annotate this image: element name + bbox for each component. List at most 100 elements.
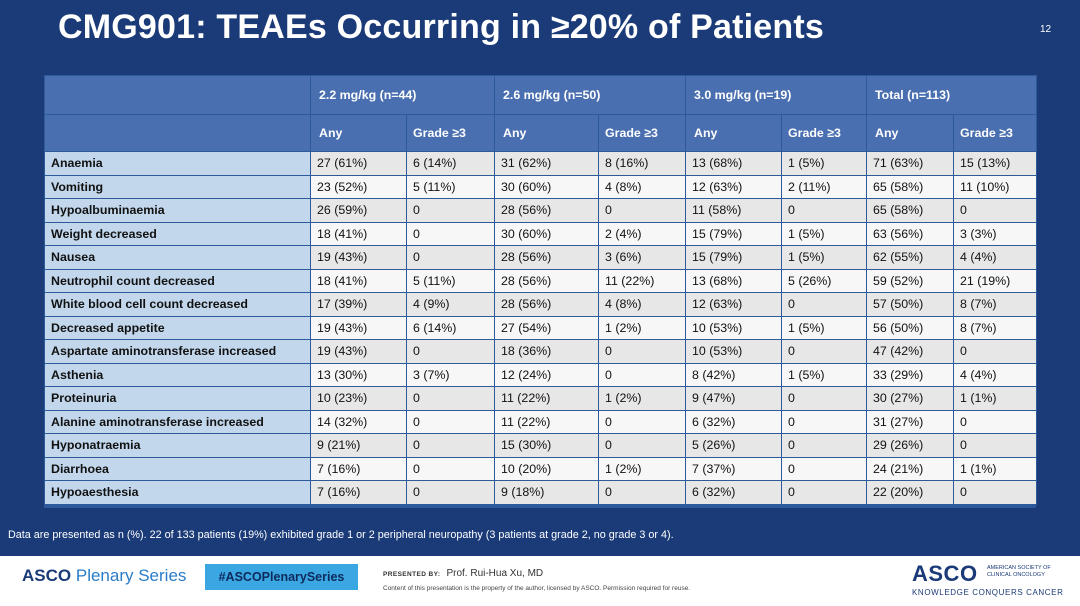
table-cell: 23 (52%) [310,174,407,199]
table-cell: 11 (22%) [494,386,599,411]
table-cell: 22 (20%) [866,480,954,505]
table-cell: 0 [406,386,495,411]
table-cell: 7 (37%) [685,456,782,481]
header-corner [44,75,311,115]
table-cell: 10 (20%) [494,456,599,481]
table-cell: 1 (5%) [781,151,867,176]
table-row: Weight decreased 18 (41%) 0 30 (60%) 2 (4%) 1… [44,221,1038,246]
table-cell: 15 (30%) [494,433,599,458]
table-cell: 11 (22%) [494,409,599,434]
row-label: Decreased appetite [44,315,311,340]
table-cell: 11 (22%) [598,268,686,293]
table-cell: 1 (1%) [952,456,1038,481]
asco-plenary-series-logo: ASCO Plenary Series [22,566,186,586]
row-label: Aspartate aminotransferase increased [44,339,311,364]
row-label: Vomiting [44,174,311,199]
table-cell: 0 [781,339,867,364]
table-cell: 7 (16%) [310,456,407,481]
subheader-any: Any [685,114,782,152]
table-cell: 31 (62%) [494,151,599,176]
group-header-3-0: 3.0 mg/kg (n=19) [685,75,867,115]
table-cell: 6 (14%) [406,151,495,176]
table-cell: 14 (32%) [310,409,407,434]
table-cell: 0 [781,292,867,317]
presented-by: PRESENTED BY: Prof. Rui-Hua Xu, MD [383,568,543,579]
table-cell: 26 (59%) [310,198,407,223]
table-row: Hyponatraemia 9 (21%) 0 15 (30%) 0 5 (26%) 0 29… [44,433,1038,458]
table-cell: 11 (10%) [952,174,1038,199]
table-cell: 2 (11%) [781,174,867,199]
table-cell: 5 (26%) [781,268,867,293]
row-label: Neutrophil count decreased [44,268,311,293]
table-cell: 0 [406,339,495,364]
table-cell: 59 (52%) [866,268,954,293]
group-header-total: Total (n=113) [865,75,1038,115]
table-cell: 56 (50%) [866,315,954,340]
plenary-logo-rest: Plenary Series [75,566,187,585]
row-label: White blood cell count decreased [44,292,311,317]
table-cell: 4 (8%) [598,292,686,317]
table-cell: 28 (56%) [494,198,599,223]
footer-bar: ASCO Plenary Series #ASCOPlenarySeries P… [0,556,1080,606]
table-cell: 0 [952,433,1038,458]
table-cell: 15 (79%) [685,245,782,270]
table-cell: 10 (53%) [685,339,782,364]
table-cell: 8 (42%) [685,362,782,387]
table-cell: 0 [598,433,686,458]
table-cell: 63 (56%) [866,221,954,246]
table-cell: 5 (11%) [406,268,495,293]
table-cell: 0 [598,409,686,434]
table-row: Hypoalbuminaemia 26 (59%) 0 28 (56%) 0 11 (58… [44,198,1038,223]
table-cell: 9 (47%) [685,386,782,411]
subheader-grade3: Grade ≥3 [598,114,686,152]
table-cell: 27 (61%) [310,151,407,176]
hashtag-badge: #ASCOPlenarySeries [205,564,358,590]
table-cell: 3 (7%) [406,362,495,387]
table-cell: 0 [406,409,495,434]
table-cell: 0 [952,339,1038,364]
group-header-2-2: 2.2 mg/kg (n=44) [310,75,495,115]
table-cell: 6 (32%) [685,480,782,505]
table-cell: 0 [952,480,1038,505]
group-header-2-6: 2.6 mg/kg (n=50) [494,75,686,115]
table-cell: 29 (26%) [866,433,954,458]
table-cell: 33 (29%) [866,362,954,387]
table-cell: 47 (42%) [866,339,954,364]
slide: CMG901: TEAEs Occurring in ≥20% of Patie… [0,0,1080,556]
asco-logo: ASCO AMERICAN SOCIETY OF CLINICAL ONCOLO… [912,561,1063,601]
row-label: Hypoalbuminaemia [44,198,311,223]
table-cell: 62 (55%) [866,245,954,270]
table-row: Vomiting 23 (52%) 5 (11%) 30 (60%) 4 (8%) 12 … [44,174,1038,199]
table-cell: 18 (36%) [494,339,599,364]
subheader-any: Any [494,114,599,152]
copyright-notice: Content of this presentation is the prop… [383,585,691,592]
table-cell: 0 [406,433,495,458]
table-cell: 0 [781,198,867,223]
table-cell: 28 (56%) [494,268,599,293]
subheader-any: Any [310,114,407,152]
table-cell: 65 (58%) [866,174,954,199]
table-cell: 19 (43%) [310,315,407,340]
table-row: Diarrhoea 7 (16%) 0 10 (20%) 1 (2%) 7 (37%) 0 2… [44,456,1038,481]
table-cell: 1 (2%) [598,456,686,481]
table-cell: 7 (16%) [310,480,407,505]
subheader-grade3: Grade ≥3 [952,114,1038,152]
table-cell: 0 [406,198,495,223]
table-cell: 30 (27%) [866,386,954,411]
table-cell: 30 (60%) [494,174,599,199]
table-cell: 0 [781,386,867,411]
asco-logo-word: ASCO [912,561,978,586]
presenter-name: Prof. Rui-Hua Xu, MD [446,568,544,579]
table-cell: 10 (53%) [685,315,782,340]
row-label: Hyponatraemia [44,433,311,458]
table-cell: 31 (27%) [866,409,954,434]
table-cell: 8 (16%) [598,151,686,176]
table-cell: 0 [406,245,495,270]
teae-table-body: Anaemia 27 (61%) 6 (14%) 31 (62%) 8 (16%) 13 … [44,151,1038,505]
table-cell: 1 (2%) [598,315,686,340]
table-cell: 28 (56%) [494,292,599,317]
table-row: White blood cell count decreased 17 (39%)… [44,292,1038,317]
table-cell: 0 [406,456,495,481]
table-cell: 1 (5%) [781,221,867,246]
subheader-grade3: Grade ≥3 [406,114,495,152]
